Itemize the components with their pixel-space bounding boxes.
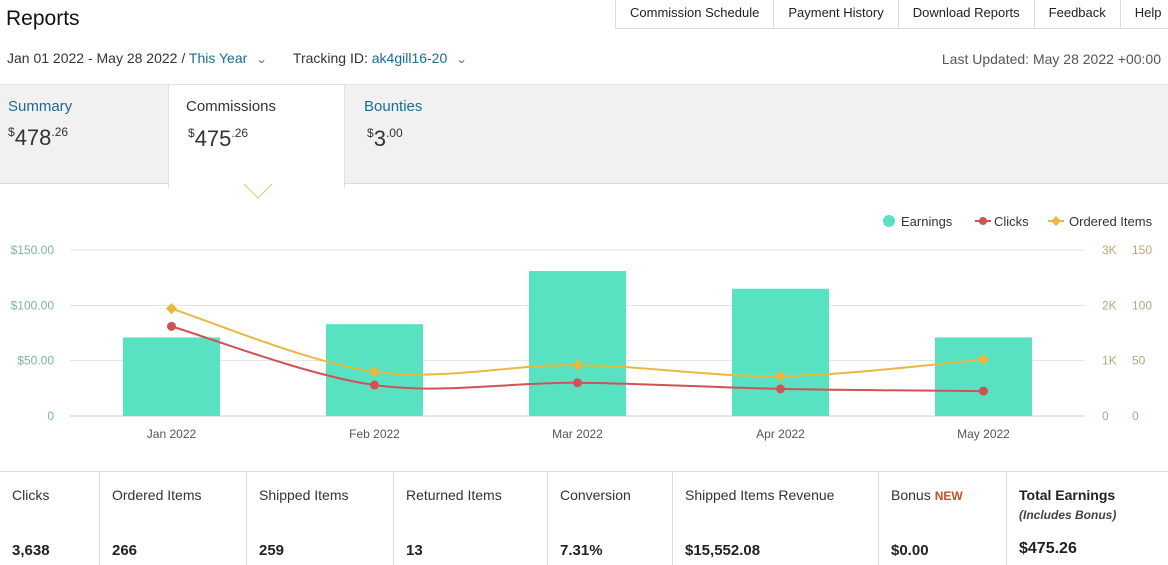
stat-returned-items-value: 13 [406, 542, 423, 559]
stat-clicks-label: Clicks [12, 487, 50, 503]
y-right-items-tick-label: 150 [1132, 243, 1152, 257]
stat-conversion: Conversion 7.31% [548, 472, 673, 565]
earnings-bar-apr-2022 [732, 288, 829, 416]
x-tick-label: Apr 2022 [756, 427, 805, 441]
stat-shipped-items-label: Shipped Items [259, 487, 349, 503]
ordered-items-point-mar-2022 [571, 359, 584, 371]
stat-ordered-items: Ordered Items 266 [100, 472, 247, 565]
legend-label-clicks: Clicks [994, 214, 1029, 229]
tab-commissions-amount: $475.26 [188, 126, 249, 151]
stat-clicks: Clicks 3,638 [0, 472, 100, 565]
y-left-tick-label: $150.00 [11, 243, 55, 257]
date-separator: / [181, 50, 186, 66]
tab-bounties-amount: $3.00 [367, 126, 403, 151]
x-tick-label: Feb 2022 [349, 427, 400, 441]
tab-summary-label: Summary [8, 98, 73, 115]
clicks-point-jan-2022 [167, 321, 176, 331]
tab-commissions-label: Commissions [186, 98, 277, 115]
tracking-id-selector[interactable]: ak4gill16-20 [371, 50, 448, 66]
period-selector[interactable]: This Year [188, 50, 248, 66]
earnings-chart: $150.00 $100.00 $50.00 0 3K 2K 1K 0 150 100 50 0 Jan… [11, 214, 1153, 441]
nav-feedback[interactable]: Feedback [1035, 0, 1121, 28]
ordered-items-point-feb-2022 [368, 366, 381, 378]
nav-download-reports[interactable]: Download Reports [899, 0, 1035, 28]
stat-total-earnings: Total Earnings (Includes Bonus) $475.26 [1007, 472, 1168, 565]
y-right-clicks-tick-label: 2K [1102, 298, 1117, 312]
x-tick-label: Jan 2022 [147, 427, 197, 441]
stat-total-sublabel: (Includes Bonus) [1019, 508, 1117, 522]
stat-shipped-items-value: 259 [259, 542, 285, 559]
last-updated: Last Updated: May 28 2022 +00:00 [941, 51, 1161, 67]
earnings-bar-jan-2022 [123, 337, 220, 416]
filter-bar: Jan 01 2022 - May 28 2022 / This Year ⌄ … [7, 50, 471, 66]
stat-shipped-items: Shipped Items 259 [247, 472, 394, 565]
stat-ordered-items-value: 266 [112, 542, 138, 559]
stat-shipped-items-revenue: Shipped Items Revenue $15,552.08 [673, 472, 879, 565]
clicks-point-may-2022 [979, 386, 988, 396]
tab-commissions[interactable]: Commissions $475.26 [168, 84, 345, 188]
stat-total-value: $475.26 [1019, 540, 1077, 557]
stat-conversion-label: Conversion [560, 487, 631, 503]
y-right-clicks-tick-label: 1K [1102, 354, 1117, 368]
clicks-point-apr-2022 [776, 384, 785, 394]
legend-earnings-marker [883, 215, 895, 227]
y-right-clicks-tick-label: 3K [1102, 243, 1117, 257]
stat-ordered-items-label: Ordered Items [112, 487, 202, 503]
page-title: Reports [6, 7, 80, 30]
legend-ordered-items-marker [1051, 216, 1061, 226]
y-right-items-tick-label: 100 [1132, 298, 1152, 312]
stat-total-label: Total Earnings [1019, 487, 1116, 503]
stat-returned-items: Returned Items 13 [394, 472, 548, 565]
legend-clicks-marker [979, 217, 987, 225]
nav-commission-schedule[interactable]: Commission Schedule [616, 0, 775, 28]
date-range: Jan 01 2022 - May 28 2022 [7, 50, 178, 66]
y-left-tick-label: $50.00 [17, 354, 54, 368]
stat-bonus-value: $0.00 [891, 542, 929, 559]
y-right-items-tick-label: 50 [1132, 354, 1146, 368]
legend-label-ordered-items: Ordered Items [1069, 214, 1153, 229]
top-nav: Commission Schedule Payment History Down… [615, 0, 1168, 29]
stat-revenue-label: Shipped Items Revenue [685, 487, 835, 503]
x-tick-label: Mar 2022 [552, 427, 603, 441]
active-tab-pointer-icon [244, 184, 272, 199]
x-tick-label: May 2022 [957, 427, 1010, 441]
legend-label-earnings: Earnings [901, 214, 953, 229]
tab-summary[interactable]: Summary $478.26 [0, 85, 168, 185]
clicks-point-mar-2022 [573, 378, 582, 388]
tracking-chevron-down-icon[interactable]: ⌄ [455, 54, 468, 66]
y-left-tick-label: $100.00 [11, 298, 55, 312]
stat-clicks-value: 3,638 [12, 542, 50, 559]
tracking-id-label: Tracking ID: [292, 50, 368, 66]
clicks-point-feb-2022 [370, 380, 379, 390]
y-right-clicks-tick-label: 0 [1102, 409, 1109, 423]
stats-bar: Clicks 3,638 Ordered Items 266 Shipped I… [0, 471, 1168, 565]
tab-bounties-label: Bounties [364, 98, 423, 115]
stat-returned-items-label: Returned Items [406, 487, 502, 503]
report-tabs: Summary $478.26 Commissions $475.26 Boun… [0, 84, 1168, 188]
earnings-bar-mar-2022 [529, 271, 626, 416]
ordered-items-point-apr-2022 [774, 370, 787, 382]
nav-payment-history[interactable]: Payment History [774, 0, 899, 28]
stat-bonus: Bonus NEW $0.00 [879, 472, 1007, 565]
report-header: Reports Commission Schedule Payment Hist… [0, 0, 1168, 84]
tab-summary-amount: $478.26 [8, 125, 69, 150]
earnings-bar-may-2022 [935, 337, 1032, 416]
tab-bounties[interactable]: Bounties $3.00 [345, 85, 545, 185]
stat-revenue-value: $15,552.08 [685, 542, 761, 559]
y-left-tick-label: 0 [47, 409, 54, 423]
new-badge: NEW [934, 489, 963, 503]
stat-bonus-label-wrap: Bonus NEW [891, 487, 963, 503]
ordered-items-point-may-2022 [977, 353, 990, 366]
nav-help[interactable]: Help [1134, 5, 1162, 20]
y-right-items-tick-label: 0 [1132, 409, 1139, 423]
ordered-items-point-jan-2022 [165, 302, 178, 315]
stat-conversion-value: 7.31% [560, 542, 603, 559]
stat-bonus-label: Bonus [891, 487, 931, 503]
period-chevron-down-icon[interactable]: ⌄ [255, 54, 268, 66]
